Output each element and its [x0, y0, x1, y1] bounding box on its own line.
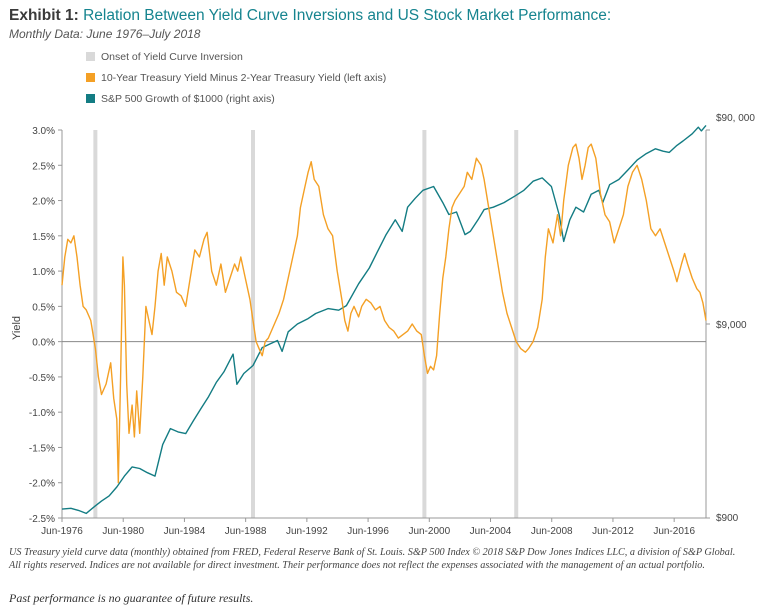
x-tick-label-0: Jun-1976 [41, 526, 83, 537]
y-axis-label: Yield [11, 316, 23, 340]
left-tick-label-7: -0.5% [29, 373, 55, 384]
x-tick-label-10: Jun-2016 [653, 526, 695, 537]
left-tick-label-4: 1.0% [32, 267, 55, 278]
x-axis: Jun-1976 Jun-1980 Jun-1984 Jun-1988 Jun-1992… [41, 518, 695, 537]
legend-swatch-inversion [86, 52, 95, 61]
left-axis: 3.0% 2.5% 2.0% 1.5% 1.0% 0.5% 0.0% -0.5% -1.0% -1… [29, 126, 62, 525]
left-tick-label-9: -1.5% [29, 443, 55, 454]
disclaimer: Past performance is no guarantee of futu… [9, 591, 254, 605]
x-tick-label-2: Jun-1984 [164, 526, 206, 537]
series-lines [61, 124, 707, 515]
right-tick-label-1: $9,000 [716, 320, 747, 331]
legend-item-inversion: Onset of Yield Curve Inversion [86, 51, 243, 63]
right-axis: $90, 000 $9,000 $900 [706, 113, 755, 524]
left-tick-label-10: -2.0% [29, 479, 55, 490]
legend-item-sp500: S&P 500 Growth of $1000 (right axis) [86, 93, 275, 105]
legend-swatch-sp500 [86, 94, 95, 103]
legend-item-yield-spread: 10-Year Treasury Yield Minus 2-Year Trea… [86, 72, 386, 84]
legend-swatch-yield-spread [86, 73, 95, 82]
left-tick-label-5: 0.5% [32, 302, 55, 313]
inversion-band-0 [93, 130, 98, 518]
x-tick-label-7: Jun-2004 [470, 526, 512, 537]
chart-subtitle: Monthly Data: June 1976–July 2018 [9, 27, 201, 41]
inversion-bands [93, 130, 519, 518]
chart-area: 3.0% 2.5% 2.0% 1.5% 1.0% 0.5% 0.0% -0.5% -1.0% -1… [11, 113, 755, 537]
x-tick-label-4: Jun-1992 [286, 526, 328, 537]
exhibit-label: Exhibit 1: [9, 7, 79, 24]
left-tick-label-1: 2.5% [32, 161, 55, 172]
title-text: Relation Between Yield Curve Inversions … [83, 7, 612, 24]
right-tick-label-0: $90, 000 [716, 113, 755, 124]
x-tick-label-8: Jun-2008 [531, 526, 573, 537]
x-tick-label-9: Jun-2012 [592, 526, 634, 537]
left-tick-label-6: 0.0% [32, 338, 55, 349]
inversion-band-2 [422, 130, 427, 518]
left-tick-label-11: -2.5% [29, 514, 55, 525]
chart-title: Exhibit 1: Relation Between Yield Curve … [9, 7, 611, 25]
left-tick-label-2: 2.0% [32, 197, 55, 208]
left-tick-label-8: -1.0% [29, 408, 55, 419]
x-tick-label-6: Jun-2000 [408, 526, 450, 537]
x-tick-label-1: Jun-1980 [102, 526, 144, 537]
legend-label-inversion: Onset of Yield Curve Inversion [101, 51, 243, 63]
legend-label-sp500: S&P 500 Growth of $1000 (right axis) [101, 93, 275, 105]
legend-label-yield-spread: 10-Year Treasury Yield Minus 2-Year Trea… [101, 72, 387, 84]
footnote: US Treasury yield curve data (monthly) o… [9, 547, 736, 571]
left-tick-label-0: 3.0% [32, 126, 55, 137]
yield-spread-line [61, 143, 707, 484]
sp500-line [61, 124, 707, 515]
right-tick-label-2: $900 [716, 513, 739, 524]
x-tick-label-3: Jun-1988 [225, 526, 267, 537]
inversion-band-3 [514, 130, 519, 518]
left-tick-label-3: 1.5% [32, 232, 55, 243]
x-tick-label-5: Jun-1996 [347, 526, 389, 537]
